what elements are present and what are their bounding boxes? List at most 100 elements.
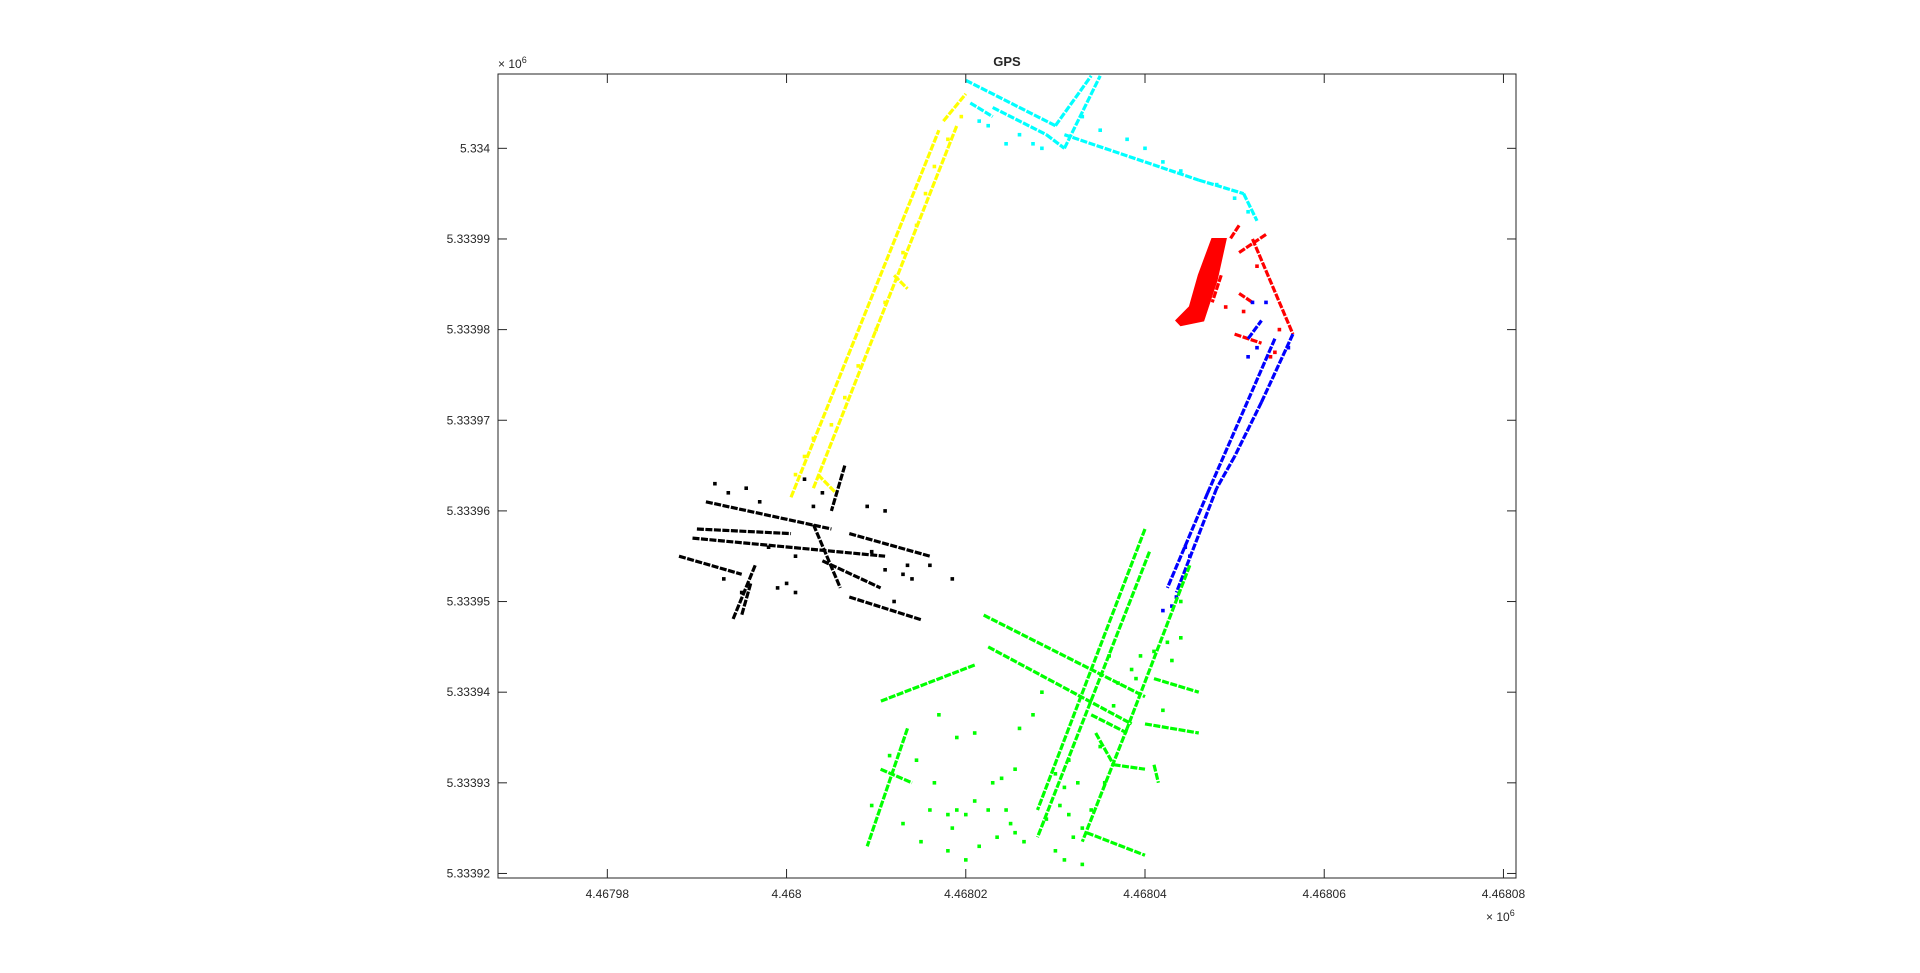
series-5-track-6 — [1153, 677, 1200, 694]
series-2 — [965, 74, 1259, 222]
series-5-track-14 — [1113, 763, 1146, 771]
series-5-point-26 — [999, 776, 1004, 781]
series-3-track-2 — [1238, 292, 1254, 304]
series-5-point-34 — [1080, 862, 1085, 867]
series-5-track-2 — [1125, 564, 1192, 729]
x-tick-label-4: 4.46806 — [1303, 887, 1347, 901]
series-5-track-1 — [1036, 551, 1151, 838]
series-4-point-8 — [1161, 608, 1165, 613]
series-2-point-13 — [1232, 196, 1237, 200]
series-2-point-11 — [1179, 169, 1183, 173]
series-0 — [678, 465, 955, 622]
series-5-point-28 — [1004, 808, 1008, 812]
series-2-track-6 — [1063, 133, 1200, 182]
plot-box — [497, 73, 1517, 879]
series-2-track-3 — [1045, 133, 1066, 150]
series-5-point-42 — [995, 835, 999, 839]
series-5-point-20 — [1129, 667, 1134, 672]
series-0-point-17 — [793, 590, 798, 595]
series-5-point-7 — [1089, 808, 1093, 812]
series-4-point-6 — [1183, 545, 1188, 549]
series-0-point-14 — [739, 590, 744, 595]
series-0-track-2 — [678, 554, 743, 576]
series-5-point-37 — [955, 808, 959, 812]
series-4-track-6 — [1246, 319, 1263, 340]
series-5-point-45 — [919, 839, 923, 844]
series-0-point-22 — [869, 549, 874, 554]
series-0-point-16 — [784, 581, 789, 586]
series-0-point-5 — [820, 491, 825, 495]
series-3-point-7 — [1201, 296, 1206, 300]
series-4-track-5 — [1165, 492, 1210, 589]
y-tick-label-2: 5.33394 — [447, 685, 491, 699]
series-2-point-9 — [1143, 146, 1147, 151]
x-exponent-label: × 106 — [1486, 908, 1515, 924]
series-4-track-1 — [1233, 401, 1263, 458]
series-2-point-1 — [986, 123, 990, 128]
series-5-point-9 — [1067, 758, 1071, 762]
series-1-point-5 — [856, 364, 860, 368]
chart-title: GPS — [993, 54, 1021, 69]
series-0-point-8 — [883, 509, 887, 513]
series-5-point-25 — [1013, 767, 1017, 771]
series-2-point-0 — [977, 119, 981, 123]
y-tick-label-5: 5.33397 — [447, 413, 491, 427]
series-5-point-51 — [937, 713, 941, 717]
series-1-track-3 — [892, 274, 909, 290]
series-4-track-2 — [1215, 455, 1236, 489]
series-4-point-4 — [1286, 345, 1291, 350]
series-5-point-56 — [1179, 599, 1183, 604]
y-tick-label-7: 5.33399 — [447, 232, 491, 246]
series-4-track-3 — [1174, 487, 1219, 594]
series-5-point-43 — [928, 808, 932, 812]
series-5-point-54 — [887, 753, 892, 758]
series-5-track-4 — [987, 645, 1133, 726]
series-0-point-19 — [892, 599, 896, 604]
series-0-point-15 — [775, 586, 780, 590]
series-5-point-38 — [950, 826, 955, 830]
series-5-point-6 — [1080, 826, 1085, 830]
series-1-point-4 — [843, 395, 847, 400]
series-5-point-24 — [1017, 726, 1022, 731]
series-5 — [865, 528, 1200, 867]
series-0-track-0 — [692, 536, 886, 558]
series-4-point-2 — [1255, 345, 1259, 350]
data-layer — [678, 74, 1295, 867]
x-tick-label-1: 4.468 — [772, 887, 802, 901]
series-0-track-3 — [705, 500, 832, 531]
series-5-point-49 — [914, 758, 919, 762]
series-5-point-1 — [1062, 785, 1067, 790]
series-0-point-11 — [928, 563, 932, 568]
series-3-track-0 — [1251, 238, 1295, 335]
series-5-track-3 — [1080, 727, 1129, 843]
series-2-track-7 — [1198, 178, 1245, 196]
y-tick-label-8: 5.334 — [460, 141, 490, 155]
series-0-point-7 — [865, 504, 869, 509]
series-1-point-1 — [802, 454, 807, 459]
series-1-point-2 — [811, 436, 816, 441]
series-5-point-27 — [990, 781, 995, 785]
series-3 — [1175, 224, 1295, 359]
series-5-point-48 — [977, 844, 981, 849]
series-5-point-8 — [1076, 781, 1080, 785]
series-5-point-31 — [1022, 839, 1026, 844]
series-5-point-29 — [1008, 821, 1013, 826]
series-5-point-52 — [955, 735, 959, 740]
series-5-point-0 — [1053, 772, 1058, 776]
series-0-point-20 — [766, 545, 771, 549]
series-5-point-17 — [1179, 636, 1183, 640]
series-5-point-57 — [1138, 654, 1143, 658]
series-0-point-21 — [793, 554, 798, 558]
series-3-point-3 — [1273, 350, 1277, 355]
series-1-point-6 — [874, 327, 878, 332]
series-4-point-3 — [1246, 355, 1250, 359]
series-3-point-4 — [1268, 355, 1273, 359]
series-5-point-13 — [1116, 681, 1120, 685]
series-5-point-22 — [1040, 690, 1044, 694]
series-2-track-1 — [969, 101, 994, 118]
series-5-point-3 — [1044, 817, 1049, 821]
series-5-point-30 — [1013, 830, 1017, 835]
series-5-point-5 — [1071, 835, 1076, 839]
series-4-point-7 — [1188, 554, 1192, 558]
series-5-track-7 — [1144, 722, 1200, 735]
